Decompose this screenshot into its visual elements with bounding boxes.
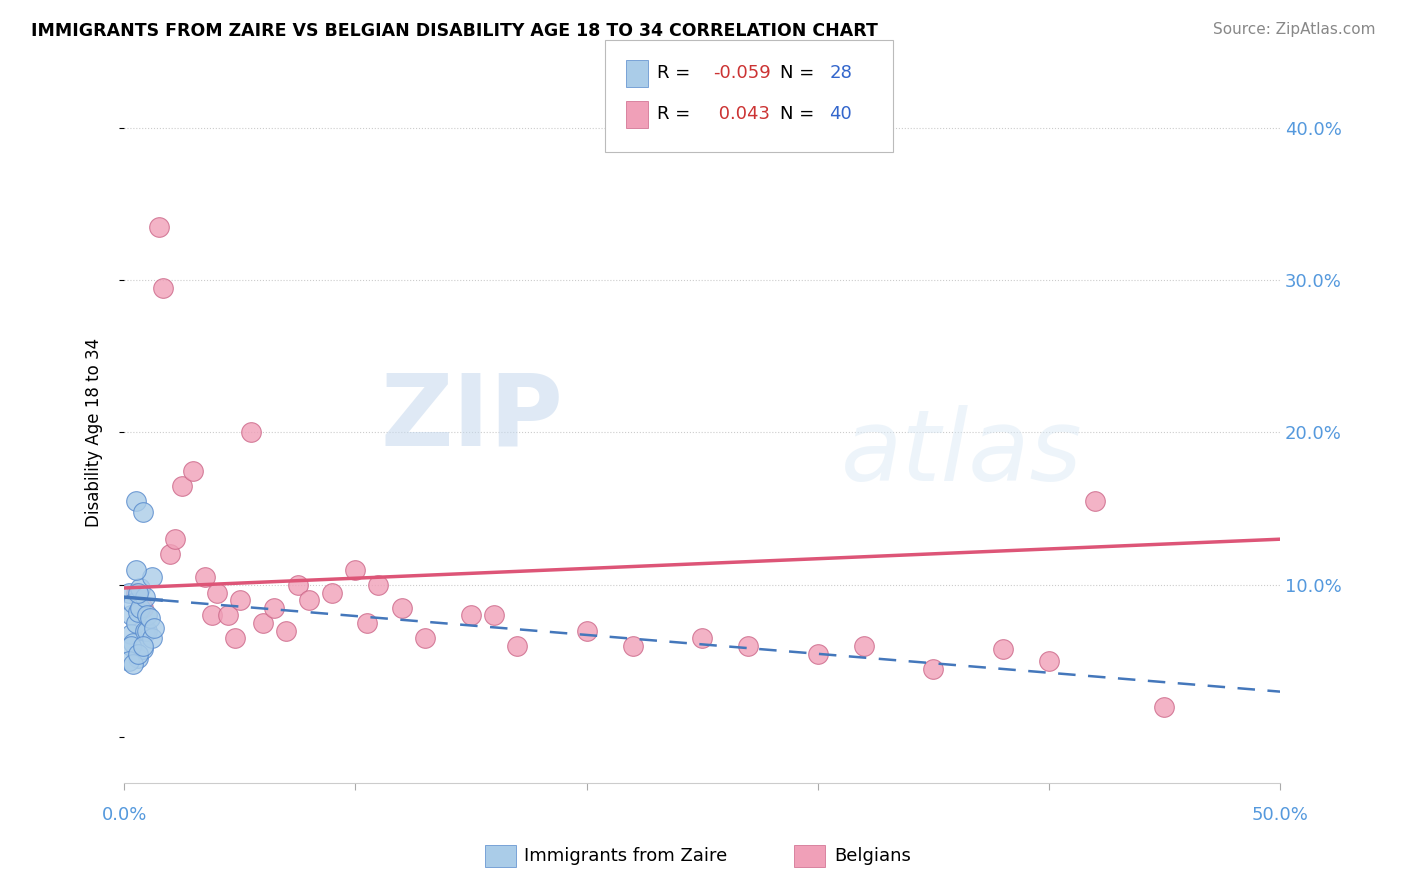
Point xyxy=(263,600,285,615)
Point xyxy=(274,624,297,638)
Point xyxy=(194,570,217,584)
Point xyxy=(1038,654,1060,668)
Point xyxy=(240,425,263,440)
Point xyxy=(127,651,149,665)
Point xyxy=(122,657,145,672)
Point xyxy=(136,624,159,638)
Point xyxy=(413,632,436,646)
Point xyxy=(229,593,252,607)
Point xyxy=(148,219,170,234)
Point xyxy=(122,636,145,650)
Point xyxy=(170,479,193,493)
Point xyxy=(134,624,156,638)
Point xyxy=(321,585,343,599)
Point xyxy=(252,615,274,630)
Text: Belgians: Belgians xyxy=(834,847,911,865)
Text: R =: R = xyxy=(657,105,690,123)
Text: -0.059: -0.059 xyxy=(713,64,770,82)
Point xyxy=(217,608,239,623)
Point xyxy=(136,608,159,623)
Text: 28: 28 xyxy=(830,64,852,82)
Point xyxy=(506,639,529,653)
Point xyxy=(224,632,246,646)
Point xyxy=(127,606,149,620)
Text: 50.0%: 50.0% xyxy=(1251,806,1309,824)
Text: 40: 40 xyxy=(830,105,852,123)
Point xyxy=(129,600,152,615)
Point xyxy=(991,642,1014,657)
Point xyxy=(482,608,505,623)
Point xyxy=(127,647,149,661)
Point xyxy=(1084,494,1107,508)
Point xyxy=(205,585,228,599)
Point xyxy=(298,593,321,607)
Point xyxy=(807,647,830,661)
Text: Source: ZipAtlas.com: Source: ZipAtlas.com xyxy=(1212,22,1375,37)
Point xyxy=(141,570,163,584)
Point xyxy=(356,615,378,630)
Point xyxy=(143,621,166,635)
Text: atlas: atlas xyxy=(841,405,1083,502)
Point xyxy=(391,600,413,615)
Point xyxy=(129,581,152,595)
Point xyxy=(120,608,142,623)
Point xyxy=(690,632,713,646)
Text: 0.0%: 0.0% xyxy=(101,806,146,824)
Point xyxy=(737,639,759,653)
Point xyxy=(152,281,174,295)
Point xyxy=(344,563,367,577)
Point xyxy=(120,639,142,653)
Point xyxy=(125,494,148,508)
Point xyxy=(131,642,153,657)
Point xyxy=(120,626,142,640)
Text: ZIP: ZIP xyxy=(381,370,564,467)
Point xyxy=(1153,699,1175,714)
Point xyxy=(621,639,644,653)
Point xyxy=(141,632,163,646)
Point xyxy=(125,615,148,630)
Point xyxy=(575,624,598,638)
Point xyxy=(131,600,153,615)
Point xyxy=(138,611,160,625)
Point xyxy=(163,532,186,546)
Point xyxy=(131,505,153,519)
Y-axis label: Disability Age 18 to 34: Disability Age 18 to 34 xyxy=(86,338,103,527)
Text: N =: N = xyxy=(780,105,814,123)
Text: IMMIGRANTS FROM ZAIRE VS BELGIAN DISABILITY AGE 18 TO 34 CORRELATION CHART: IMMIGRANTS FROM ZAIRE VS BELGIAN DISABIL… xyxy=(31,22,877,40)
Point xyxy=(118,585,141,599)
Point xyxy=(134,590,156,604)
Text: R =: R = xyxy=(657,64,690,82)
Point xyxy=(125,563,148,577)
Text: 0.043: 0.043 xyxy=(713,105,770,123)
Point xyxy=(159,548,181,562)
Point xyxy=(367,578,389,592)
Point xyxy=(460,608,482,623)
Point xyxy=(201,608,224,623)
Text: Immigrants from Zaire: Immigrants from Zaire xyxy=(524,847,728,865)
Point xyxy=(122,596,145,610)
Point xyxy=(131,639,153,653)
Point xyxy=(287,578,309,592)
Text: N =: N = xyxy=(780,64,814,82)
Point xyxy=(125,585,148,599)
Point xyxy=(127,585,149,599)
Point xyxy=(852,639,875,653)
Point xyxy=(922,662,945,676)
Point xyxy=(183,464,205,478)
Point xyxy=(118,654,141,668)
